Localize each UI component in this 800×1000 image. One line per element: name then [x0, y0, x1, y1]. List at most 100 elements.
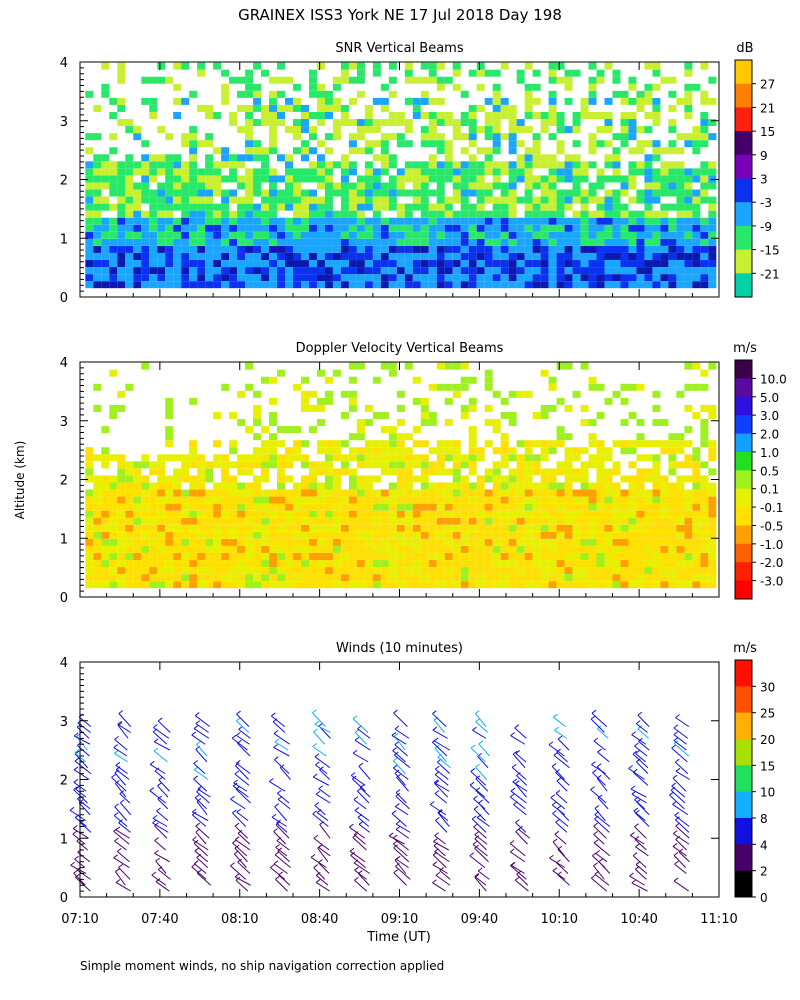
snr-cell: [436, 252, 445, 260]
snr-cell: [356, 274, 365, 282]
wind-barb-flag: [277, 847, 283, 852]
doppler-cell: [324, 545, 333, 553]
snr-cell: [253, 147, 262, 155]
doppler-cell: [708, 538, 717, 546]
snr-cell: [508, 231, 517, 239]
wind-barb-flag: [313, 834, 319, 839]
doppler-cell: [532, 531, 541, 539]
doppler-cell: [221, 482, 230, 490]
snr-cell: [556, 260, 565, 268]
doppler-cell: [109, 560, 118, 568]
snr-cell: [189, 217, 198, 225]
doppler-cell: [468, 567, 477, 575]
snr-cell: [404, 238, 413, 246]
doppler-cell: [93, 538, 102, 546]
snr-cell: [93, 231, 102, 239]
wind-barb-flag: [674, 811, 679, 816]
doppler-cell: [484, 538, 493, 546]
snr-cell: [93, 154, 102, 162]
doppler-cell: [508, 567, 517, 575]
snr-cell: [676, 168, 685, 176]
snr-cell: [285, 281, 294, 289]
snr-cell: [253, 97, 262, 105]
wind-barb-flag: [350, 772, 356, 776]
doppler-cell: [596, 524, 605, 532]
snr-cell: [245, 90, 254, 98]
doppler-cell: [277, 517, 286, 525]
doppler-cell: [508, 560, 517, 568]
wind-barb-flag: [230, 862, 235, 867]
snr-cell: [133, 274, 142, 282]
doppler-cell: [652, 475, 661, 483]
wind-barb-flag: [439, 867, 444, 871]
wind-barb-flag: [394, 803, 400, 807]
wind-barb: [392, 837, 409, 851]
doppler-cell: [476, 503, 485, 511]
doppler-cell: [468, 454, 477, 462]
snr-cell: [316, 252, 325, 260]
doppler-cell: [668, 510, 677, 518]
snr-cell: [340, 175, 349, 183]
snr-cell: [556, 210, 565, 218]
doppler-cell: [652, 574, 661, 582]
doppler-cell: [133, 496, 142, 504]
doppler-cell: [516, 503, 525, 511]
doppler-cell: [85, 510, 94, 518]
snr-cell: [348, 260, 357, 268]
doppler-cell: [500, 489, 509, 497]
doppler-cell: [237, 574, 246, 582]
snr-cell: [189, 126, 198, 134]
doppler-cell: [109, 581, 118, 589]
snr-cell: [93, 182, 102, 190]
snr-cell: [508, 274, 517, 282]
doppler-cell: [213, 482, 222, 490]
doppler-cell: [580, 560, 589, 568]
doppler-cell: [604, 538, 613, 546]
doppler-cell: [141, 552, 150, 560]
doppler-cell: [444, 545, 453, 553]
snr-cell: [348, 217, 357, 225]
snr-cell: [340, 224, 349, 232]
snr-cell: [596, 260, 605, 268]
snr-cell: [189, 231, 198, 239]
doppler-cell: [692, 552, 701, 560]
wind-barb-flag: [316, 872, 321, 876]
snr-cell: [364, 217, 373, 225]
doppler-cell: [141, 538, 150, 546]
snr-cell: [237, 267, 246, 275]
wind-barb-flag: [118, 710, 124, 714]
wind-barb: [670, 789, 686, 804]
snr-cell: [109, 133, 118, 141]
doppler-cell: [412, 496, 421, 504]
snr-cell: [556, 161, 565, 169]
wind-barb: [113, 815, 128, 827]
doppler-cell: [356, 362, 365, 370]
snr-cell: [676, 182, 685, 190]
snr-cell: [205, 203, 214, 211]
doppler-cell: [684, 503, 693, 511]
snr-cell: [324, 203, 333, 211]
wind-barb: [434, 783, 449, 798]
wind-barb: [70, 864, 87, 874]
snr-cell: [141, 267, 150, 275]
doppler-cell: [117, 517, 126, 525]
doppler-cell: [277, 567, 286, 575]
snr-cell: [444, 147, 453, 155]
wind-barb-flag: [593, 822, 599, 827]
doppler-cell: [308, 545, 317, 553]
wind-barb-flag: [313, 864, 318, 868]
doppler-cell: [444, 560, 453, 568]
doppler-cell: [428, 489, 437, 497]
wind-barb: [555, 821, 568, 833]
snr-cell: [524, 161, 533, 169]
snr-cell: [117, 210, 126, 218]
doppler-cell: [205, 489, 214, 497]
x-tick-label: 10:40: [620, 912, 657, 927]
snr-cell: [628, 161, 637, 169]
colorbar-frame: [734, 359, 753, 600]
snr-cell: [492, 238, 501, 246]
wind-barb: [354, 739, 371, 751]
doppler-cell: [636, 489, 645, 497]
snr-cell: [173, 83, 182, 91]
snr-cell: [300, 147, 309, 155]
